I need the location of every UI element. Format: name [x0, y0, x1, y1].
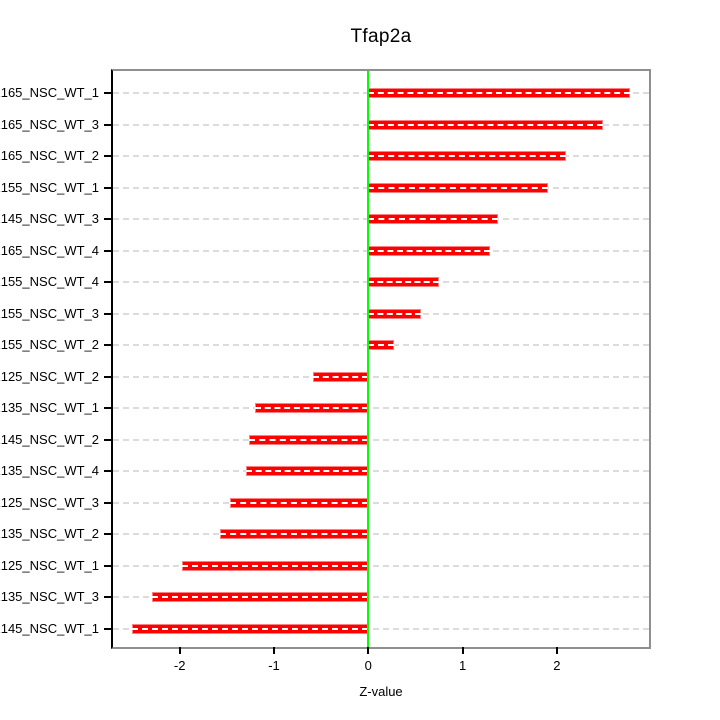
y-axis-tick [104, 155, 111, 158]
y-axis-tick [104, 92, 111, 94]
gridline [113, 596, 649, 599]
bar-gridline-overlay [131, 628, 369, 630]
y-axis-tick [104, 470, 111, 473]
y-axis-label: E135_NSC_WT_2 [0, 526, 99, 542]
x-axis-tick [461, 647, 464, 654]
bar-gridline-overlay [368, 123, 604, 126]
x-axis-tick-label: 2 [553, 658, 561, 673]
x-axis-tick-label: -2 [173, 658, 186, 673]
y-axis-tick [104, 218, 111, 221]
bar-gridline-overlay [368, 155, 567, 158]
gridline [113, 628, 649, 630]
y-axis-tick [104, 344, 111, 347]
x-axis-tick [367, 647, 370, 654]
gridline [113, 533, 649, 536]
y-axis-label: E155_NSC_WT_1 [0, 179, 99, 195]
gridline [113, 501, 649, 504]
bar-gridline-overlay [312, 375, 369, 378]
bar-gridline-overlay [255, 407, 369, 410]
y-axis-tick [104, 281, 111, 284]
y-axis-label: E125_NSC_WT_3 [0, 494, 99, 510]
gridline [113, 375, 649, 378]
y-axis-tick [104, 375, 111, 378]
y-axis-label: E145_NSC_WT_2 [0, 431, 99, 447]
bar-gridline-overlay [368, 249, 490, 252]
gridline [113, 470, 649, 473]
y-axis-label: E135_NSC_WT_3 [0, 589, 99, 605]
y-axis-label: E145_NSC_WT_3 [0, 211, 99, 227]
y-axis-label: E165_NSC_WT_2 [0, 148, 99, 164]
y-axis-label: E135_NSC_WT_1 [0, 400, 99, 416]
y-axis-label: E125_NSC_WT_2 [0, 368, 99, 384]
bar-gridline-overlay [229, 501, 369, 504]
y-axis-label: E145_NSC_WT_1 [0, 621, 99, 636]
bar-gridline-overlay [368, 281, 440, 284]
gridline [113, 407, 649, 410]
bar-gridline-overlay [245, 470, 369, 473]
y-axis-tick [104, 312, 111, 315]
y-axis-tick [104, 438, 111, 441]
y-axis-label: E155_NSC_WT_4 [0, 274, 99, 290]
y-axis-tick [104, 249, 111, 252]
bar-gridline-overlay [152, 596, 369, 599]
x-axis-tick [273, 647, 275, 654]
bar-gridline-overlay [181, 564, 369, 567]
y-axis-label: E135_NSC_WT_4 [0, 463, 99, 479]
bar-gridline-overlay [368, 218, 499, 221]
y-axis-label: E165_NSC_WT_3 [0, 116, 99, 132]
y-axis-tick [104, 123, 111, 126]
y-axis-tick [104, 628, 111, 630]
bar-gridline-overlay [368, 186, 549, 189]
plot-area [111, 69, 651, 649]
bar-gridline-overlay [368, 312, 422, 315]
x-axis-tick-label: 0 [364, 658, 372, 673]
x-axis-tick-label: -1 [268, 658, 280, 673]
x-axis-title: Z-value [359, 684, 403, 699]
y-axis-tick [104, 407, 111, 410]
y-axis-label: E165_NSC_WT_4 [0, 242, 99, 258]
y-axis-tick [104, 533, 111, 536]
zero-line [367, 71, 370, 647]
y-axis-label: E125_NSC_WT_1 [0, 557, 99, 573]
y-axis-tick [104, 596, 111, 599]
bar-gridline-overlay [220, 533, 369, 536]
y-axis-tick [104, 186, 111, 189]
x-axis-tick [178, 647, 181, 654]
bar-gridline-overlay [248, 438, 369, 441]
y-axis-label: E165_NSC_WT_1 [0, 85, 99, 100]
bar-gridline-overlay [368, 92, 630, 94]
y-axis-tick [104, 564, 111, 567]
gridline [113, 564, 649, 567]
x-axis-tick [555, 647, 558, 654]
gridline [113, 438, 649, 441]
y-axis-tick [104, 501, 111, 504]
chart-title: Tfap2a [350, 26, 412, 47]
y-axis-label: E155_NSC_WT_3 [0, 305, 99, 321]
bar-gridline-overlay [368, 344, 394, 347]
x-axis-tick-label: 1 [458, 658, 467, 673]
y-axis-label: E155_NSC_WT_2 [0, 337, 99, 353]
